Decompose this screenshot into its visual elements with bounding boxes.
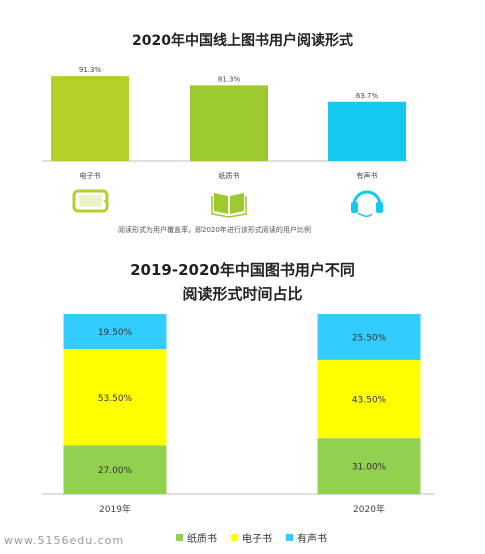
chart2-data-label-audio-1: 25.50% xyxy=(352,333,387,343)
chart1-bar-0 xyxy=(51,76,129,161)
open-book-icon xyxy=(211,193,247,218)
chart2-data-label-audio-0: 19.50% xyxy=(98,328,133,338)
chart1-plot: 91.3% 电子书 81.3% 纸质书 63.7% 有声书 xyxy=(42,66,408,218)
chart2-category-label-1: 2020年 xyxy=(353,503,385,515)
chart2-plot: 27.00% 53.50% 19.50% 2019年 31.00% 43.50% 25.50… xyxy=(42,314,435,515)
chart2-segment-audio-1 xyxy=(317,314,421,360)
chart1-value-label-1: 81.3% xyxy=(218,75,241,83)
tablet-button xyxy=(103,200,106,202)
chart2-segment-ebook-0 xyxy=(63,349,167,446)
chart1-bar-2 xyxy=(328,101,406,161)
chart2-segment-ebook-1 xyxy=(317,359,421,439)
book-left-page xyxy=(214,193,228,214)
chart1-category-label-0: 电子书 xyxy=(80,171,101,180)
headphones-left-cup xyxy=(351,202,358,213)
headphones-mic xyxy=(357,212,373,217)
chart1-value-label-0: 91.3% xyxy=(79,66,102,74)
legend-swatch-audio xyxy=(286,534,293,541)
chart2-title-line1: 2019-2020年中国图书用户不同 xyxy=(130,261,355,279)
tablet-screen xyxy=(79,195,102,207)
chart2-data-label-paper-0: 27.00% xyxy=(98,466,133,476)
legend-label-audio: 有声书 xyxy=(297,534,327,545)
chart2-title-line2: 阅读形式时间占比 xyxy=(182,285,303,303)
chart2-title: 2019-2020年中国图书用户不同 阅读形式时间占比 xyxy=(0,258,485,306)
chart1-category-label-1: 纸质书 xyxy=(219,171,240,180)
chart2-segment-paper-1 xyxy=(317,438,421,494)
chart2-legend: 纸质书 电子书 有声书 xyxy=(176,530,327,545)
book-cover xyxy=(211,196,247,218)
legend-swatch-ebook xyxy=(231,534,238,541)
chart2-segment-paper-0 xyxy=(63,445,167,494)
chart1-footnote: 阅读形式为用户覆盖率，即2020年进行该形式阅读的用户比例 xyxy=(118,226,311,234)
headphones-icon xyxy=(351,190,383,217)
legend-item-audio: 有声书 xyxy=(286,530,327,545)
legend-label-paper: 纸质书 xyxy=(187,534,217,545)
chart2-data-label-paper-1: 31.00% xyxy=(352,463,387,473)
chart1-bar-1 xyxy=(190,85,268,161)
chart2-category-label-0: 2019年 xyxy=(99,503,131,515)
chart2-data-label-ebook-1: 43.50% xyxy=(352,396,387,406)
legend-item-ebook: 电子书 xyxy=(231,530,272,545)
legend-label-ebook: 电子书 xyxy=(242,534,272,545)
headphones-band xyxy=(352,190,382,206)
chart2-segment-audio-0 xyxy=(63,314,167,350)
legend-item-paper: 纸质书 xyxy=(176,530,217,545)
chart1-category-label-2: 有声书 xyxy=(357,171,378,180)
legend-swatch-paper xyxy=(176,534,183,541)
tablet-icon xyxy=(72,189,109,213)
chart1-title: 2020年中国线上图书用户阅读形式 xyxy=(132,33,353,49)
tablet-frame xyxy=(72,189,109,213)
watermark: www.5156edu.com xyxy=(4,534,125,547)
chart2-data-label-ebook-0: 53.50% xyxy=(98,394,133,404)
headphones-right-cup xyxy=(376,202,383,213)
book-right-page xyxy=(230,193,244,214)
chart1-value-label-2: 63.7% xyxy=(356,92,379,100)
